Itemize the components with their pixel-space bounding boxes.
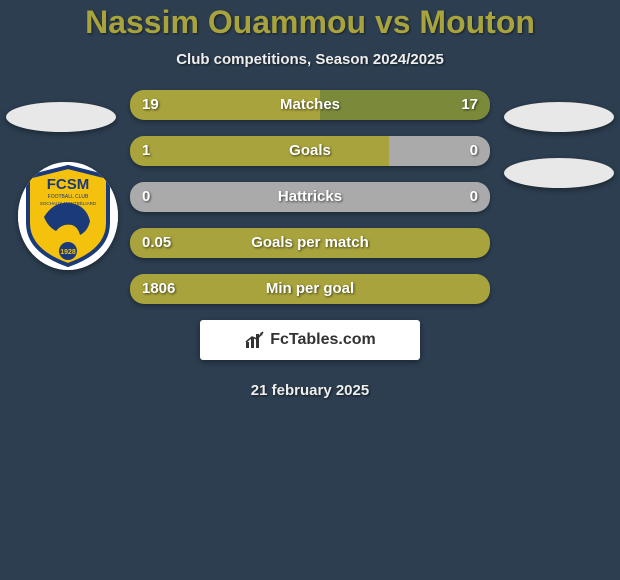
stat-bar: 10Goals (130, 136, 490, 166)
stat-label: Min per goal (130, 274, 490, 304)
generated-date: 21 february 2025 (0, 382, 620, 399)
brand-label: FcTables.com (270, 331, 376, 349)
left-club-badge-container: FCSM FOOTBALL CLUB SOCHAUX-MONTBÉLIARD 1… (18, 162, 118, 270)
svg-text:FCSM: FCSM (47, 176, 90, 193)
stat-label: Goals per match (130, 228, 490, 258)
fcsm-badge-icon: FCSM FOOTBALL CLUB SOCHAUX-MONTBÉLIARD 1… (22, 165, 114, 267)
stat-rows: 1917Matches 10Goals 00Hattricks 0.05Goals p… (130, 90, 490, 304)
stat-bar: 0.05Goals per match (130, 228, 490, 258)
stat-bar: 1806Min per goal (130, 274, 490, 304)
bar-chart-icon (244, 330, 266, 350)
stat-bar: 00Hattricks (130, 182, 490, 212)
stat-label: Matches (130, 90, 490, 120)
right-player-oval-1 (504, 102, 614, 132)
svg-text:1928: 1928 (60, 249, 76, 256)
right-player-oval-2 (504, 158, 614, 188)
svg-text:FOOTBALL CLUB: FOOTBALL CLUB (48, 194, 89, 200)
stat-label: Goals (130, 136, 490, 166)
page-subtitle: Club competitions, Season 2024/2025 (0, 51, 620, 68)
stat-label: Hattricks (130, 182, 490, 212)
brand-box[interactable]: FcTables.com (200, 320, 420, 360)
stat-bar: 1917Matches (130, 90, 490, 120)
page-title: Nassim Ouammou vs Mouton (85, 4, 535, 40)
left-club-badge: FCSM FOOTBALL CLUB SOCHAUX-MONTBÉLIARD 1… (18, 162, 118, 270)
left-player-oval-1 (6, 102, 116, 132)
stats-section: FCSM FOOTBALL CLUB SOCHAUX-MONTBÉLIARD 1… (0, 90, 620, 399)
